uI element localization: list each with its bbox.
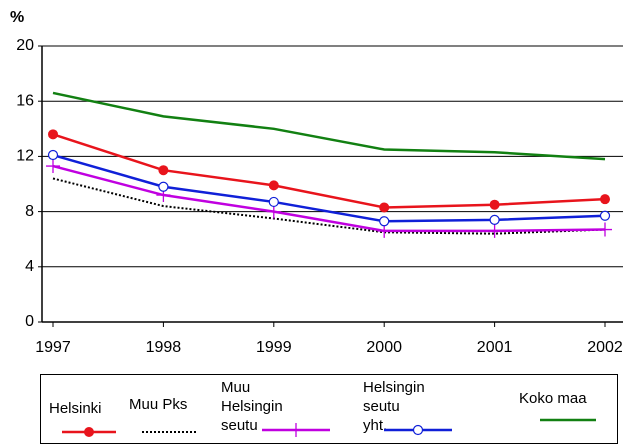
point	[487, 223, 502, 238]
point	[268, 196, 279, 208]
legend-label: Koko maa	[519, 390, 587, 407]
legend-label: Helsinki	[49, 400, 102, 417]
y-tick-label: 8	[25, 203, 34, 220]
x-tick-label: 1997	[35, 339, 71, 356]
y-tick-label: 12	[16, 148, 34, 165]
y-tick-label: 20	[16, 37, 34, 54]
x-tick-label: 2001	[477, 339, 513, 356]
legend: Helsinki Muu Pks Muu Helsingin seutu Helsin…	[40, 374, 618, 444]
y-tick-label: 4	[25, 258, 34, 275]
point	[158, 181, 169, 192]
point	[46, 159, 60, 174]
x-tick-label: 1999	[256, 339, 292, 356]
point	[48, 129, 58, 140]
point	[158, 165, 169, 176]
point	[379, 216, 390, 227]
chart: % 0 4 8 12 16 20 1997 1998 1999 2000 2001 2002	[10, 9, 623, 356]
x-tick-label: 1998	[146, 339, 182, 356]
point	[489, 199, 500, 210]
point	[598, 222, 612, 237]
point	[600, 194, 610, 205]
point	[489, 214, 500, 225]
point	[599, 210, 611, 221]
legend-label: Helsingin seutu yht.	[363, 379, 425, 434]
point	[268, 180, 279, 191]
x-tick-label: 2000	[366, 339, 402, 356]
legend-label: Muu Pks	[129, 396, 188, 413]
y-tick-label: 16	[16, 92, 34, 109]
series-line	[52, 164, 606, 233]
legend-label: Muu Helsingin seutu	[221, 379, 283, 434]
x-tick-label: 2002	[587, 339, 623, 356]
y-tick-label: 0	[25, 313, 34, 330]
point	[47, 149, 59, 161]
series-line	[52, 153, 606, 223]
series-line	[52, 177, 606, 235]
series-line	[52, 133, 606, 209]
series-line	[52, 91, 606, 161]
y-axis-label: %	[10, 9, 24, 26]
point	[379, 202, 390, 213]
